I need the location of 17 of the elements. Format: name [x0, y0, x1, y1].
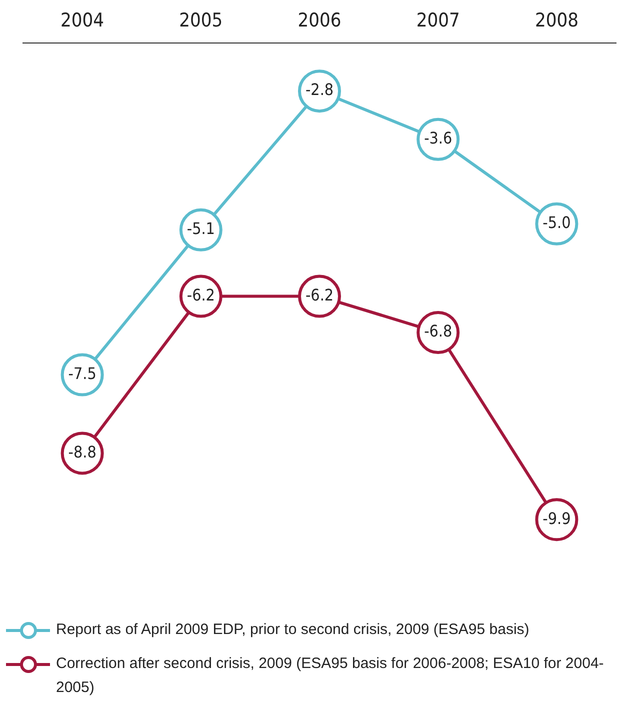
legend-label: Correction after second crisis, 2009 (ESA95 basis for 2006-2008; ESA10 for 2004-2005)	[56, 654, 605, 698]
data-label: -6.2	[186, 285, 215, 304]
data-label: -6.8	[424, 322, 452, 341]
data-label: -6.2	[305, 285, 334, 304]
data-label: -2.8	[305, 80, 334, 100]
x-tick-label: 2004	[60, 9, 104, 32]
data-label: -7.5	[68, 364, 96, 383]
data-label: -5.1	[186, 219, 215, 238]
data-label: -5.0	[542, 213, 571, 232]
x-tick-label: 2005	[179, 9, 223, 32]
data-label: -8.8	[68, 442, 96, 462]
data-label: -9.9	[542, 508, 571, 528]
legend-label: Report as of April 2009 EDP, prior to second crisis, 2009 (ESA95 basis)	[56, 620, 530, 640]
data-label: -3.6	[424, 128, 452, 148]
x-tick-label: 2006	[298, 9, 342, 32]
x-tick-label: 2007	[416, 9, 460, 32]
x-tick-label: 2008	[534, 9, 578, 32]
